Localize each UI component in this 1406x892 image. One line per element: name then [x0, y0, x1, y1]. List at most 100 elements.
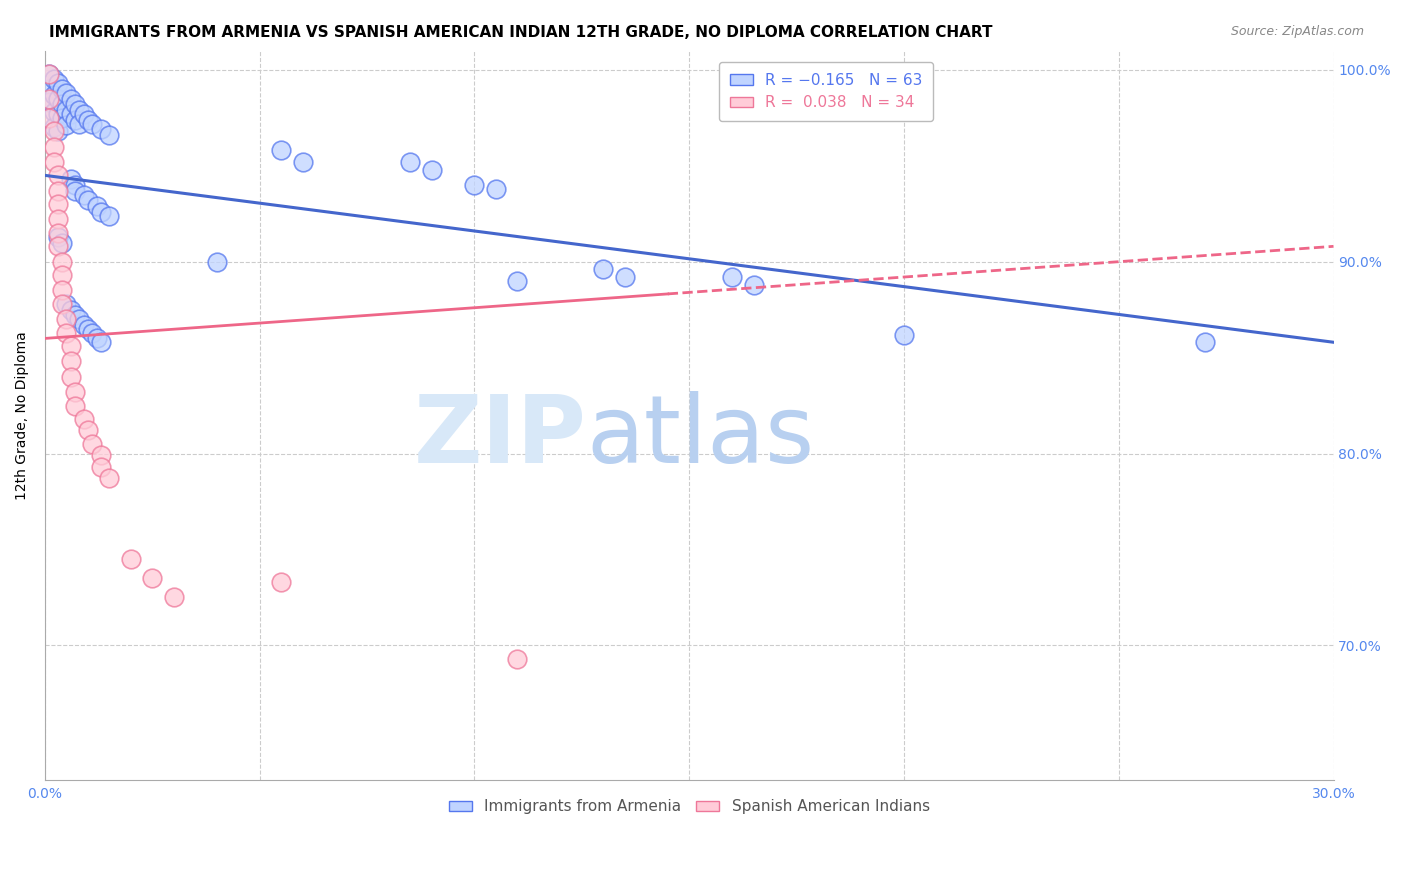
Legend: Immigrants from Armenia, Spanish American Indians: Immigrants from Armenia, Spanish America…	[437, 788, 942, 827]
Point	[59, 369, 82, 384]
Point	[506, 274, 529, 288]
Point	[90, 122, 112, 136]
Point	[86, 199, 108, 213]
Point	[90, 449, 112, 463]
Point	[721, 270, 744, 285]
Point	[51, 284, 73, 298]
Point	[163, 591, 186, 605]
Point	[46, 184, 69, 198]
Point	[46, 239, 69, 253]
Point	[291, 155, 314, 169]
Point	[742, 277, 765, 292]
Point	[55, 103, 77, 117]
Point	[77, 194, 100, 208]
Point	[51, 97, 73, 112]
Point	[72, 187, 94, 202]
Point	[46, 124, 69, 138]
Point	[72, 318, 94, 332]
Point	[67, 312, 90, 326]
Point	[42, 87, 65, 102]
Point	[63, 112, 86, 127]
Point	[82, 117, 104, 131]
Text: atlas: atlas	[586, 391, 814, 483]
Point	[270, 574, 292, 589]
Point	[90, 459, 112, 474]
Point	[55, 86, 77, 100]
Point	[46, 197, 69, 211]
Point	[38, 92, 60, 106]
Point	[42, 155, 65, 169]
Point	[55, 326, 77, 340]
Point	[51, 297, 73, 311]
Point	[63, 184, 86, 198]
Point	[51, 82, 73, 96]
Point	[51, 111, 73, 125]
Point	[46, 76, 69, 90]
Text: Source: ZipAtlas.com: Source: ZipAtlas.com	[1230, 25, 1364, 38]
Point	[46, 107, 69, 121]
Point	[77, 322, 100, 336]
Point	[613, 270, 636, 285]
Point	[205, 254, 228, 268]
Point	[98, 209, 121, 223]
Point	[86, 331, 108, 345]
Point	[90, 204, 112, 219]
Point	[46, 229, 69, 244]
Point	[82, 326, 104, 340]
Point	[38, 95, 60, 110]
Point	[42, 120, 65, 135]
Text: ZIP: ZIP	[413, 391, 586, 483]
Point	[51, 254, 73, 268]
Point	[46, 226, 69, 240]
Point	[399, 155, 422, 169]
Point	[42, 124, 65, 138]
Point	[67, 103, 90, 117]
Point	[63, 97, 86, 112]
Point	[51, 235, 73, 250]
Point	[46, 169, 69, 183]
Point	[893, 327, 915, 342]
Point	[120, 552, 142, 566]
Point	[59, 339, 82, 353]
Y-axis label: 12th Grade, No Diploma: 12th Grade, No Diploma	[15, 331, 30, 500]
Point	[1194, 335, 1216, 350]
Point	[420, 162, 443, 177]
Point	[55, 297, 77, 311]
Point	[51, 268, 73, 282]
Point	[55, 119, 77, 133]
Point	[42, 105, 65, 120]
Point	[55, 312, 77, 326]
Point	[59, 354, 82, 368]
Point	[98, 471, 121, 485]
Point	[592, 262, 614, 277]
Point	[59, 107, 82, 121]
Point	[38, 82, 60, 96]
Point	[42, 139, 65, 153]
Point	[141, 571, 163, 585]
Point	[38, 67, 60, 81]
Point	[270, 144, 292, 158]
Point	[46, 212, 69, 227]
Point	[63, 399, 86, 413]
Point	[485, 182, 508, 196]
Point	[63, 309, 86, 323]
Point	[72, 412, 94, 426]
Point	[77, 112, 100, 127]
Text: IMMIGRANTS FROM ARMENIA VS SPANISH AMERICAN INDIAN 12TH GRADE, NO DIPLOMA CORREL: IMMIGRANTS FROM ARMENIA VS SPANISH AMERI…	[49, 25, 993, 40]
Point	[77, 424, 100, 438]
Point	[98, 128, 121, 142]
Point	[42, 72, 65, 87]
Point	[463, 178, 485, 192]
Point	[63, 385, 86, 400]
Point	[63, 178, 86, 192]
Point	[82, 437, 104, 451]
Point	[59, 302, 82, 317]
Point	[90, 335, 112, 350]
Point	[59, 172, 82, 186]
Point	[38, 67, 60, 81]
Point	[59, 92, 82, 106]
Point	[38, 111, 60, 125]
Point	[72, 107, 94, 121]
Point	[67, 117, 90, 131]
Point	[506, 652, 529, 666]
